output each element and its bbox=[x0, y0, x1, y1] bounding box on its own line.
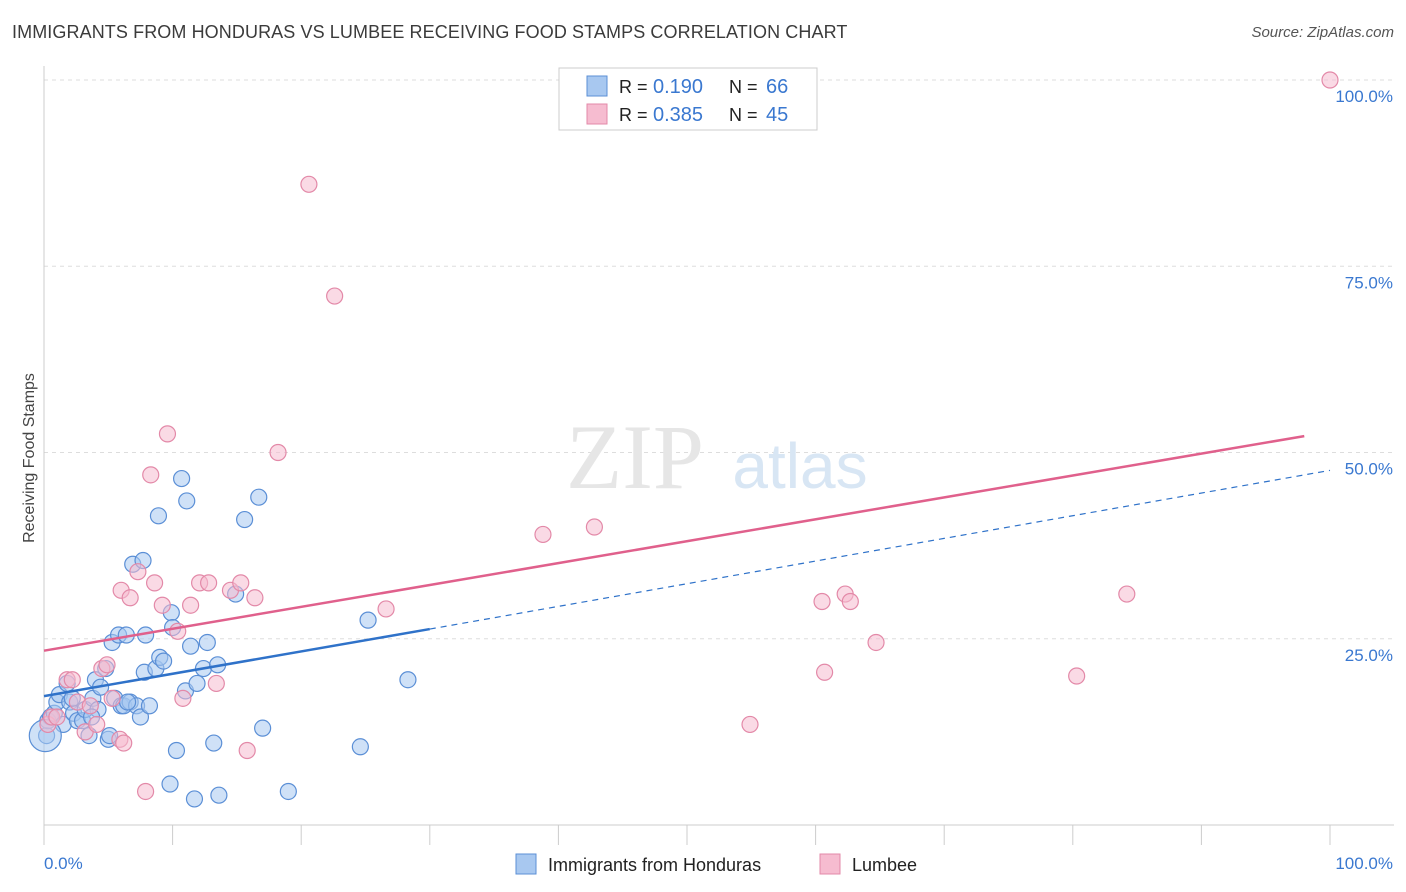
lumbee-point bbox=[142, 466, 160, 484]
legend-swatch-honduras bbox=[515, 853, 537, 875]
stats-n-value-1: 66 bbox=[766, 76, 788, 98]
lumbee-point bbox=[300, 175, 318, 193]
stats-n-value-2: 45 bbox=[766, 104, 788, 126]
y-tick-label-50: 50.0% bbox=[1345, 460, 1393, 479]
lumbee-point bbox=[136, 782, 155, 801]
series-lumbee-points bbox=[39, 71, 1339, 801]
trend-lumbee bbox=[43, 434, 1305, 652]
honduras-point bbox=[351, 738, 369, 756]
stats-r-value-2: 0.385 bbox=[653, 104, 703, 126]
honduras-point bbox=[205, 734, 223, 752]
lumbee-point bbox=[534, 525, 552, 544]
lumbee-point bbox=[48, 708, 66, 726]
lumbee-point bbox=[246, 589, 264, 607]
lumbee-point bbox=[145, 574, 164, 592]
lumbee-point bbox=[585, 518, 604, 536]
lumbee-point bbox=[1118, 585, 1136, 603]
lumbee-point bbox=[741, 715, 759, 734]
y-tick-label-75: 75.0% bbox=[1345, 273, 1393, 292]
lumbee-point bbox=[200, 574, 218, 592]
honduras-point bbox=[399, 671, 417, 689]
y-tick-label-25: 25.0% bbox=[1345, 646, 1393, 665]
honduras-point bbox=[178, 492, 196, 510]
lumbee-point bbox=[377, 600, 395, 618]
stats-r-label-2: R = bbox=[619, 105, 648, 125]
x-tick-label-max: 100.0% bbox=[1335, 854, 1393, 873]
lumbee-point bbox=[88, 715, 106, 734]
lumbee-point bbox=[326, 287, 344, 305]
chart-title: IMMIGRANTS FROM HONDURAS VS LUMBEE RECEI… bbox=[12, 22, 848, 42]
x-tick-label-min: 0.0% bbox=[44, 854, 83, 873]
honduras-point bbox=[254, 719, 272, 737]
bottom-legend: Immigrants from Honduras Lumbee bbox=[515, 853, 917, 875]
lumbee-point bbox=[81, 697, 99, 715]
lumbee-point bbox=[1321, 71, 1339, 89]
lumbee-point bbox=[813, 592, 831, 611]
lumbee-point bbox=[841, 592, 859, 611]
stats-r-value-1: 0.190 bbox=[653, 76, 703, 98]
stats-swatch-blue bbox=[586, 75, 608, 97]
honduras-point bbox=[198, 633, 216, 652]
honduras-point bbox=[250, 488, 268, 506]
y-tick-labels: 25.0% 50.0% 75.0% 100.0% bbox=[1335, 87, 1393, 665]
honduras-point bbox=[279, 782, 297, 801]
honduras-point bbox=[359, 611, 377, 629]
honduras-point bbox=[188, 674, 206, 693]
stats-n-label-1: N = bbox=[729, 77, 758, 97]
lumbee-point bbox=[98, 656, 116, 674]
lumbee-point bbox=[174, 689, 192, 707]
lumbee-point bbox=[153, 596, 171, 614]
honduras-point bbox=[140, 697, 159, 715]
lumbee-point bbox=[238, 741, 256, 760]
honduras-point bbox=[167, 741, 186, 760]
lumbee-point bbox=[129, 563, 147, 581]
axes bbox=[43, 66, 1394, 845]
trend-honduras-solid bbox=[43, 627, 431, 698]
lumbee-point bbox=[182, 596, 200, 614]
honduras-point bbox=[149, 507, 168, 525]
honduras-point bbox=[210, 786, 228, 804]
honduras-point bbox=[236, 510, 254, 529]
lumbee-point bbox=[867, 633, 885, 652]
stats-legend: R = 0.190 N = 66 R = 0.385 N = 45 bbox=[558, 67, 818, 131]
honduras-point bbox=[185, 790, 204, 808]
y-tick-label-100: 100.0% bbox=[1335, 87, 1393, 106]
honduras-point bbox=[118, 693, 137, 711]
lumbee-point bbox=[115, 734, 133, 752]
y-axis-label: Receiving Food Stamps bbox=[21, 373, 38, 543]
honduras-point bbox=[161, 775, 179, 793]
lumbee-point bbox=[232, 574, 250, 592]
lumbee-point bbox=[121, 589, 139, 607]
honduras-point bbox=[182, 637, 200, 655]
lumbee-point bbox=[207, 674, 225, 693]
trend-honduras-dashed bbox=[429, 469, 1331, 630]
honduras-point bbox=[131, 708, 150, 726]
chart-source: Source: ZipAtlas.com bbox=[1251, 24, 1394, 41]
lumbee-point bbox=[816, 663, 834, 681]
trend-lines bbox=[43, 434, 1331, 698]
watermark-zip: ZIP bbox=[566, 406, 704, 508]
legend-swatch-lumbee bbox=[819, 853, 841, 875]
lumbee-point bbox=[1068, 667, 1086, 685]
lumbee-point bbox=[269, 443, 287, 462]
stats-n-label-2: N = bbox=[729, 105, 758, 125]
lumbee-point bbox=[103, 689, 121, 707]
legend-label-lumbee: Lumbee bbox=[852, 855, 917, 875]
grid-lines bbox=[44, 79, 1394, 640]
lumbee-point bbox=[158, 425, 177, 443]
lumbee-point bbox=[63, 671, 81, 689]
honduras-point bbox=[173, 469, 191, 488]
honduras-point bbox=[154, 652, 173, 670]
stats-r-label-1: R = bbox=[619, 77, 648, 97]
watermark-atlas: atlas bbox=[732, 430, 867, 502]
legend-label-honduras: Immigrants from Honduras bbox=[548, 855, 761, 875]
stats-swatch-pink bbox=[586, 103, 608, 125]
